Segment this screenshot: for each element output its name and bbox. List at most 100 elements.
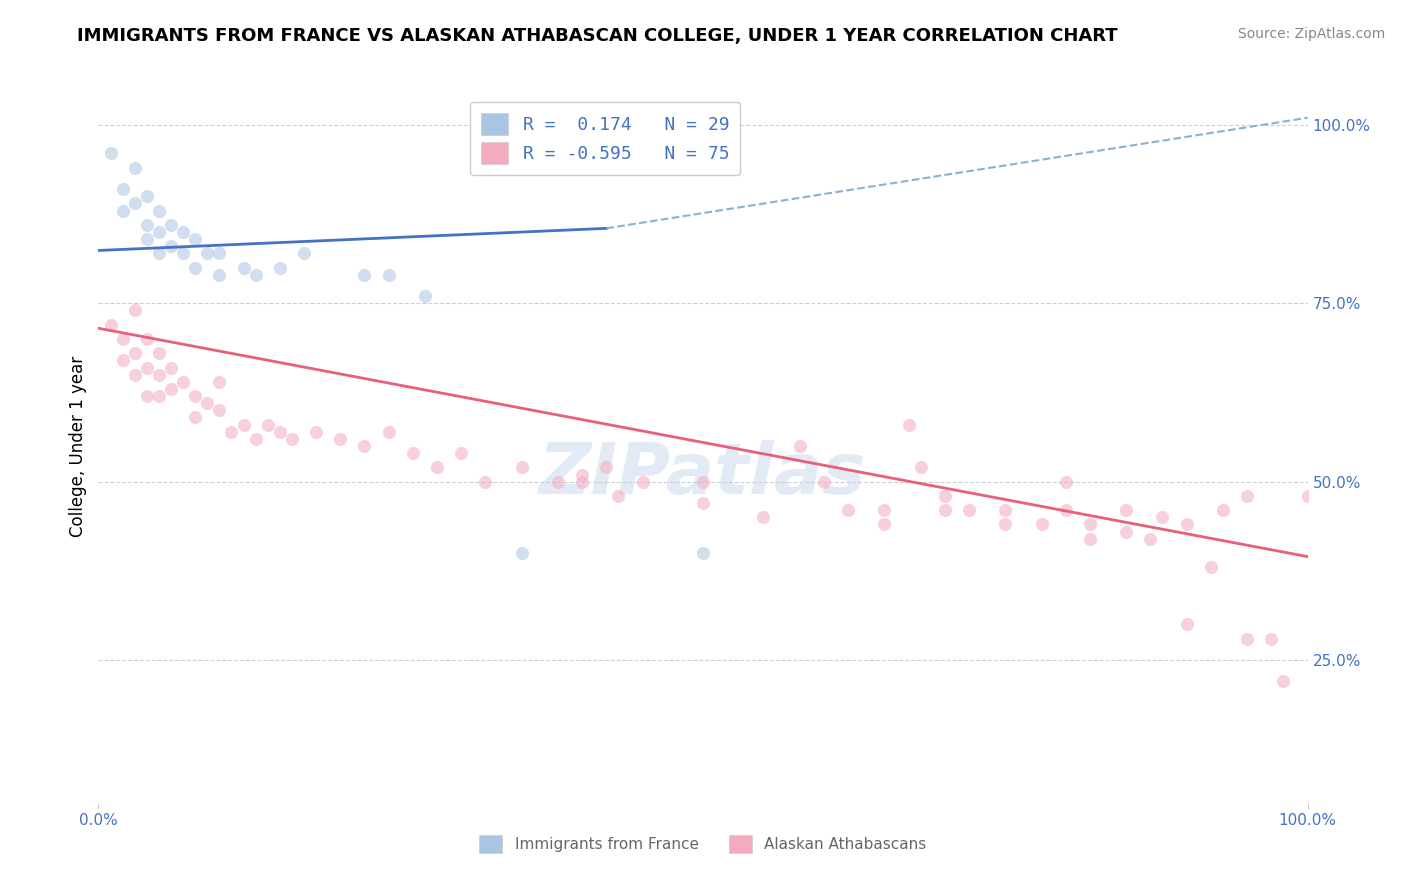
Point: [910, 460, 932, 475]
Point: [281, 432, 304, 446]
Point: [1199, 560, 1222, 574]
Point: [160, 360, 183, 375]
Point: [571, 467, 593, 482]
Point: [195, 396, 218, 410]
Text: IMMIGRANTS FROM FRANCE VS ALASKAN ATHABASCAN COLLEGE, UNDER 1 YEAR CORRELATION C: IMMIGRANTS FROM FRANCE VS ALASKAN ATHABA…: [77, 27, 1118, 45]
Point: [1078, 532, 1101, 546]
Y-axis label: College, Under 1 year: College, Under 1 year: [69, 355, 87, 537]
Point: [402, 446, 425, 460]
Text: ZIPatlas: ZIPatlas: [540, 440, 866, 509]
Point: [172, 375, 194, 389]
Point: [1212, 503, 1234, 517]
Point: [124, 303, 146, 318]
Legend: Immigrants from France, Alaskan Athabascans: Immigrants from France, Alaskan Athabasc…: [474, 829, 932, 859]
Point: [184, 232, 207, 246]
Point: [692, 496, 714, 510]
Point: [994, 517, 1017, 532]
Point: [172, 246, 194, 260]
Point: [837, 503, 859, 517]
Point: [256, 417, 278, 432]
Point: [245, 432, 267, 446]
Point: [1115, 503, 1137, 517]
Point: [135, 332, 157, 346]
Point: [1078, 517, 1101, 532]
Point: [111, 203, 134, 218]
Point: [148, 225, 170, 239]
Point: [135, 232, 157, 246]
Point: [1152, 510, 1174, 524]
Point: [184, 260, 207, 275]
Point: [571, 475, 593, 489]
Point: [245, 268, 267, 282]
Point: [292, 246, 315, 260]
Point: [184, 389, 207, 403]
Point: [111, 182, 134, 196]
Point: [450, 446, 472, 460]
Point: [813, 475, 835, 489]
Point: [1260, 632, 1282, 646]
Point: [353, 268, 375, 282]
Point: [510, 460, 533, 475]
Point: [208, 246, 231, 260]
Text: Source: ZipAtlas.com: Source: ZipAtlas.com: [1237, 27, 1385, 41]
Point: [413, 289, 436, 303]
Point: [208, 268, 231, 282]
Point: [595, 460, 617, 475]
Point: [1115, 524, 1137, 539]
Point: [135, 189, 157, 203]
Point: [1031, 517, 1053, 532]
Point: [934, 489, 956, 503]
Point: [692, 475, 714, 489]
Point: [353, 439, 375, 453]
Point: [607, 489, 630, 503]
Point: [232, 417, 254, 432]
Point: [124, 368, 146, 382]
Point: [1139, 532, 1161, 546]
Point: [148, 346, 170, 360]
Point: [269, 425, 291, 439]
Point: [148, 368, 170, 382]
Point: [547, 475, 569, 489]
Point: [148, 246, 170, 260]
Point: [111, 353, 134, 368]
Point: [221, 425, 243, 439]
Point: [957, 503, 980, 517]
Point: [329, 432, 352, 446]
Point: [124, 196, 146, 211]
Point: [1054, 503, 1077, 517]
Point: [1175, 517, 1198, 532]
Point: [934, 503, 956, 517]
Point: [377, 268, 399, 282]
Point: [994, 503, 1017, 517]
Point: [124, 346, 146, 360]
Point: [631, 475, 654, 489]
Point: [135, 218, 157, 232]
Point: [752, 510, 775, 524]
Point: [474, 475, 496, 489]
Point: [897, 417, 920, 432]
Point: [692, 546, 714, 560]
Point: [305, 425, 328, 439]
Point: [232, 260, 254, 275]
Point: [148, 389, 170, 403]
Point: [111, 332, 134, 346]
Point: [195, 246, 218, 260]
Point: [1236, 489, 1258, 503]
Point: [160, 382, 183, 396]
Point: [172, 225, 194, 239]
Point: [269, 260, 291, 275]
Point: [100, 146, 122, 161]
Point: [789, 439, 811, 453]
Point: [1236, 632, 1258, 646]
Point: [148, 203, 170, 218]
Point: [426, 460, 449, 475]
Point: [208, 375, 231, 389]
Point: [873, 517, 896, 532]
Point: [135, 389, 157, 403]
Point: [377, 425, 399, 439]
Point: [184, 410, 207, 425]
Point: [1272, 674, 1295, 689]
Point: [1175, 617, 1198, 632]
Point: [510, 546, 533, 560]
Point: [1054, 475, 1077, 489]
